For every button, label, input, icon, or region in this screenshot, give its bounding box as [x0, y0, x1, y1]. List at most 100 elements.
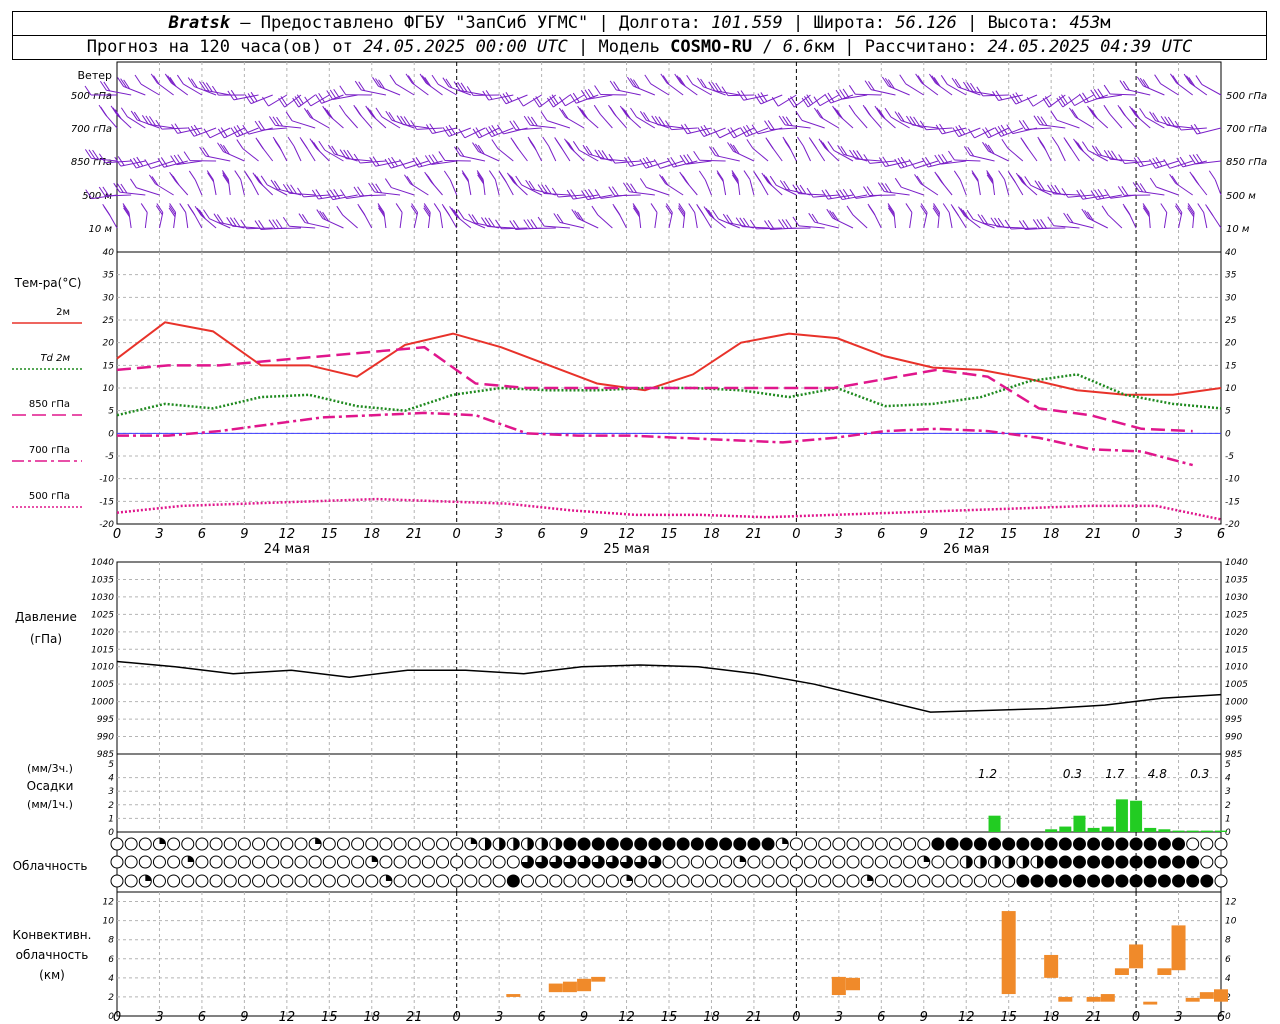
wind-barb-feather [757, 93, 765, 103]
wind-barb-feather [461, 170, 469, 180]
cloud-symbol [917, 837, 931, 851]
wind-barb-staff [513, 181, 528, 196]
wind-barb-feather [848, 85, 856, 95]
wind-barb [1117, 186, 1151, 196]
wind-barb-feather [1118, 154, 1125, 164]
cloud-symbol [931, 837, 945, 851]
model-name: COSMO-RU [670, 37, 753, 57]
wind-barb-feather [375, 183, 383, 194]
cloud-symbol [1115, 855, 1129, 869]
wind-barb-feather [784, 140, 792, 151]
wind-barb [743, 170, 755, 196]
wind-barb [1091, 145, 1123, 162]
wind-barb-feather [527, 219, 534, 229]
wind-barb-feather [739, 217, 747, 228]
wind-barb [864, 80, 896, 96]
cloud-symbol [308, 837, 322, 851]
wind-barb-feather [453, 209, 461, 220]
wind-barb-feather [569, 93, 577, 104]
xtick-label-temp: 21 [1085, 527, 1102, 542]
wind-barb-staff [345, 113, 358, 129]
wind-barb-feather [765, 176, 773, 186]
xtick-label-temp: 9 [240, 527, 248, 542]
wind-barb [727, 142, 755, 162]
wind-barb-staff [464, 127, 486, 139]
wind-barb-feather [1001, 138, 1009, 149]
wind-barb-staff [1088, 150, 1109, 162]
wind-barb [244, 91, 273, 105]
wind-barb-feather [682, 175, 690, 186]
wind-barb-feather [801, 97, 809, 108]
ytick-left-temp: 35 [103, 271, 115, 281]
ytick-right-pres: 1020 [1225, 628, 1248, 638]
wind-barb-feather [155, 205, 163, 215]
wind-barb-feather [1142, 207, 1150, 218]
wind-barb-feather [316, 209, 324, 219]
wind-barb-feather [832, 105, 839, 116]
cloud-circle [973, 874, 987, 888]
xtick-label-temp: 18 [1043, 527, 1060, 542]
wind-barb [287, 136, 302, 162]
wind-barb-staff [504, 179, 514, 196]
wind-barb-staff [413, 212, 419, 229]
wind-barb-feather [1176, 157, 1184, 168]
cloud-symbol [648, 837, 662, 851]
cloud-circle [478, 855, 492, 869]
precip-bar [1130, 800, 1143, 832]
cloud-circle [1143, 837, 1157, 851]
wind-barb-feather [457, 81, 464, 92]
wind-barb-feather [1040, 219, 1048, 229]
wind-barb-staff [587, 94, 613, 100]
cloud-circle [336, 837, 350, 851]
cloud-symbol [535, 855, 549, 869]
wind-barb-feather [544, 184, 552, 195]
cloud-circle [747, 837, 761, 851]
wind-barb [703, 206, 726, 229]
wind-barb-feather [1208, 170, 1216, 181]
wind-barb-staff [193, 212, 203, 229]
cloud-symbol [549, 874, 563, 888]
cloud-symbol [237, 855, 251, 869]
xtick-label-temp: 9 [920, 527, 928, 542]
wind-barb [113, 182, 146, 196]
wind-barb-feather [1142, 205, 1150, 215]
wind-barb-feather [84, 85, 92, 96]
wind-barb [746, 139, 769, 162]
wind-barb [537, 216, 570, 229]
panel-frame-wind [116, 61, 1222, 253]
wind-barb-feather [799, 184, 807, 195]
wind-barb-staff [460, 155, 486, 162]
wind-barb-feather [813, 96, 821, 106]
wind-barb-feather [203, 128, 211, 139]
wind-barb-staff [972, 218, 995, 229]
wind-level-right: 500 м [1226, 191, 1256, 202]
cloud-circle [294, 855, 308, 869]
wind-barb-staff [205, 155, 231, 162]
cloud-symbol [1214, 837, 1228, 851]
wind-barb [1063, 212, 1094, 229]
wind-barb-feather [1066, 213, 1074, 224]
wind-barb [792, 216, 825, 229]
wind-barb-staff [920, 182, 939, 196]
wind-barb [384, 156, 415, 169]
wind-barb [680, 123, 712, 135]
ytick-right-temp: 10 [1225, 384, 1237, 394]
cloud-circle [733, 837, 747, 851]
wind-barb-staff [665, 183, 684, 196]
wind-barb-feather [110, 105, 118, 116]
wind-barb-staff [185, 212, 189, 229]
wind-barb-feather [746, 124, 753, 135]
wind-barb [303, 108, 330, 129]
wind-barb [553, 213, 585, 229]
wind-barb-staff [599, 113, 613, 129]
wind-barb-feather [1186, 75, 1193, 85]
wind-barb-feather [423, 207, 431, 218]
cloud-circle [1186, 855, 1200, 869]
wind-barb-feather [172, 175, 180, 186]
wind-barb-feather [1089, 107, 1096, 118]
cloud-circle [789, 837, 803, 851]
wind-barb-feather [1183, 73, 1191, 84]
cloud-symbol [252, 874, 266, 888]
cloud-symbol [436, 855, 450, 869]
